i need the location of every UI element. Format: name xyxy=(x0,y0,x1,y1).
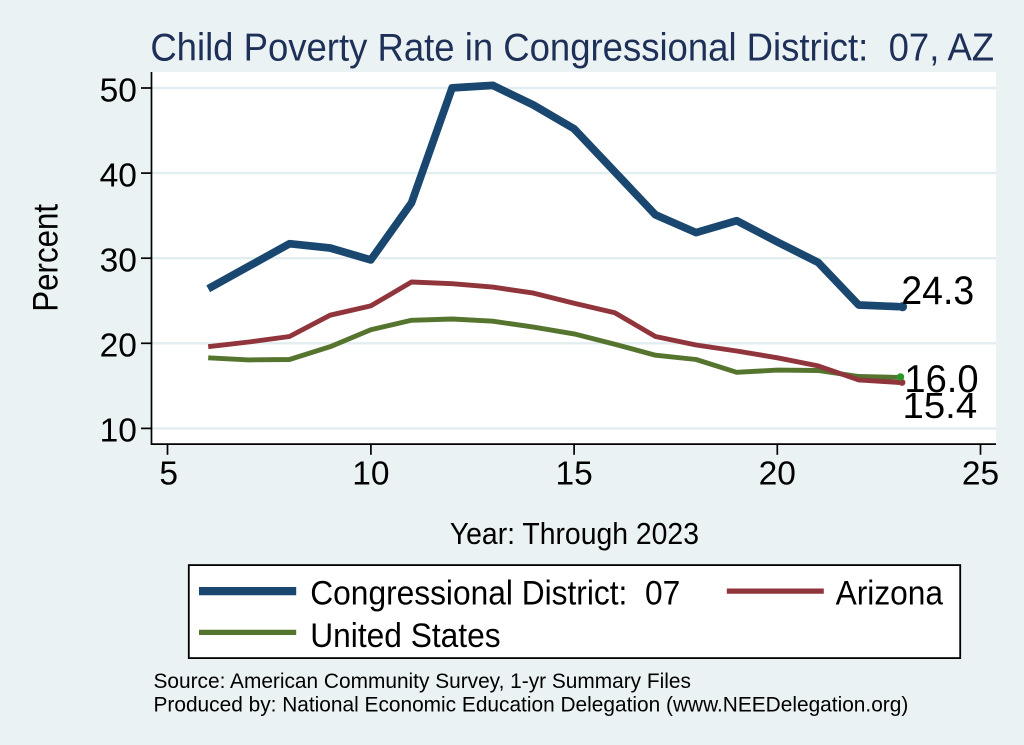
svg-text:50: 50 xyxy=(100,72,137,109)
svg-text:Congressional District: 07: Congressional District: 07 xyxy=(310,574,680,612)
svg-text:40: 40 xyxy=(100,157,137,194)
svg-text:Source: American Community Sur: Source: American Community Survey, 1-yr … xyxy=(154,670,691,693)
svg-text:25: 25 xyxy=(962,456,999,493)
svg-text:Produced by: National Economic: Produced by: National Economic Education… xyxy=(154,693,909,716)
svg-text:15: 15 xyxy=(555,456,592,493)
svg-text:Year: Through 2023: Year: Through 2023 xyxy=(450,517,699,551)
svg-text:24.3: 24.3 xyxy=(901,269,974,313)
svg-text:United States: United States xyxy=(310,616,500,654)
svg-text:10: 10 xyxy=(100,413,137,450)
svg-text:20: 20 xyxy=(759,456,796,493)
svg-text:20: 20 xyxy=(100,328,137,365)
svg-text:16.0: 16.0 xyxy=(904,357,978,401)
svg-text:5: 5 xyxy=(159,456,178,493)
svg-text:15.4: 15.4 xyxy=(903,385,978,426)
svg-text:Arizona: Arizona xyxy=(836,574,944,612)
svg-text:30: 30 xyxy=(100,243,137,280)
svg-text:10: 10 xyxy=(352,456,389,493)
svg-text:Child Poverty Rate in Congress: Child Poverty Rate in Congressional Dist… xyxy=(150,25,994,68)
svg-text:Percent: Percent xyxy=(27,204,66,312)
